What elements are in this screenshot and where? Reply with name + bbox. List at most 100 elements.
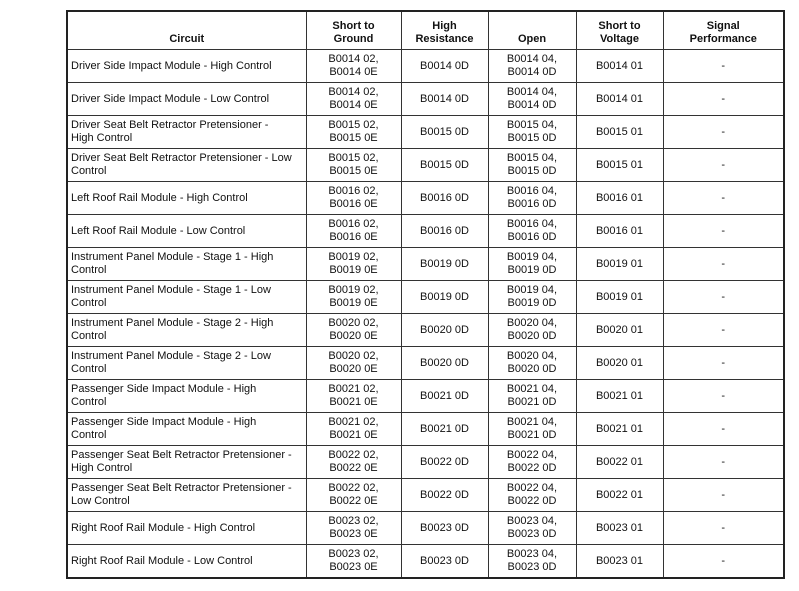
header-signal-performance: Signal Performance (662, 10, 785, 50)
table-row: Left Roof Rail Module - Low Control B0016… (66, 214, 785, 248)
table-row: Instrument Panel Module - Stage 2 - Low … (66, 346, 785, 380)
high-resistance-cell: B0016 0D (400, 181, 489, 215)
open-cell: B0019 04, B0019 0D (487, 280, 577, 314)
signal-performance-cell: - (662, 544, 785, 579)
table-row: Instrument Panel Module - Stage 1 - Low … (66, 280, 785, 314)
header-short-to-voltage: Short to Voltage (575, 10, 664, 50)
high-resistance-cell: B0016 0D (400, 214, 489, 248)
table-row: Driver Seat Belt Retractor Pretensioner … (66, 115, 785, 149)
table-row: Passenger Seat Belt Retractor Pretension… (66, 478, 785, 512)
high-resistance-cell: B0022 0D (400, 478, 489, 512)
short-to-ground-cell: B0022 02, B0022 0E (305, 445, 402, 479)
short-to-voltage-cell: B0022 01 (575, 445, 664, 479)
table-row: Instrument Panel Module - Stage 1 - High… (66, 247, 785, 281)
open-cell: B0015 04, B0015 0D (487, 148, 577, 182)
circuit-cell: Driver Seat Belt Retractor Pretensioner … (66, 148, 307, 182)
high-resistance-cell: B0014 0D (400, 49, 489, 83)
open-cell: B0016 04, B0016 0D (487, 181, 577, 215)
short-to-voltage-cell: B0016 01 (575, 214, 664, 248)
circuit-cell: Passenger Side Impact Module - High Cont… (66, 379, 307, 413)
circuit-cell: Passenger Seat Belt Retractor Pretension… (66, 478, 307, 512)
table-row: Passenger Seat Belt Retractor Pretension… (66, 445, 785, 479)
high-resistance-cell: B0014 0D (400, 82, 489, 116)
open-cell: B0016 04, B0016 0D (487, 214, 577, 248)
table-row: Instrument Panel Module - Stage 2 - High… (66, 313, 785, 347)
short-to-ground-cell: B0023 02, B0023 0E (305, 544, 402, 579)
signal-performance-cell: - (662, 478, 785, 512)
table-row: Driver Side Impact Module - High Control… (66, 49, 785, 83)
open-cell: B0015 04, B0015 0D (487, 115, 577, 149)
table-row: Passenger Side Impact Module - High Cont… (66, 379, 785, 413)
table-row: Passenger Side Impact Module - High Cont… (66, 412, 785, 446)
signal-performance-cell: - (662, 82, 785, 116)
short-to-voltage-cell: B0019 01 (575, 247, 664, 281)
high-resistance-cell: B0019 0D (400, 280, 489, 314)
signal-performance-cell: - (662, 412, 785, 446)
header-circuit: Circuit (66, 10, 307, 50)
high-resistance-cell: B0019 0D (400, 247, 489, 281)
table-row: Right Roof Rail Module - High Control B00… (66, 511, 785, 545)
open-cell: B0023 04, B0023 0D (487, 511, 577, 545)
high-resistance-cell: B0015 0D (400, 115, 489, 149)
short-to-voltage-cell: B0020 01 (575, 346, 664, 380)
short-to-ground-cell: B0021 02, B0021 0E (305, 379, 402, 413)
table-row: Left Roof Rail Module - High Control B001… (66, 181, 785, 215)
circuit-cell: Instrument Panel Module - Stage 1 - Low … (66, 280, 307, 314)
signal-performance-cell: - (662, 148, 785, 182)
open-cell: B0022 04, B0022 0D (487, 478, 577, 512)
short-to-ground-cell: B0014 02, B0014 0E (305, 82, 402, 116)
signal-performance-cell: - (662, 181, 785, 215)
open-cell: B0021 04, B0021 0D (487, 412, 577, 446)
signal-performance-cell: - (662, 445, 785, 479)
short-to-ground-cell: B0016 02, B0016 0E (305, 214, 402, 248)
table-body: Driver Side Impact Module - High Control… (66, 49, 785, 579)
circuit-cell: Left Roof Rail Module - High Control (66, 181, 307, 215)
circuit-cell: Instrument Panel Module - Stage 2 - High… (66, 313, 307, 347)
circuit-cell: Driver Seat Belt Retractor Pretensioner … (66, 115, 307, 149)
high-resistance-cell: B0023 0D (400, 511, 489, 545)
signal-performance-cell: - (662, 379, 785, 413)
table-row: Driver Seat Belt Retractor Pretensioner … (66, 148, 785, 182)
signal-performance-cell: - (662, 280, 785, 314)
short-to-ground-cell: B0019 02, B0019 0E (305, 280, 402, 314)
short-to-voltage-cell: B0021 01 (575, 379, 664, 413)
short-to-voltage-cell: B0016 01 (575, 181, 664, 215)
table-row: Right Roof Rail Module - Low Control B002… (66, 544, 785, 579)
signal-performance-cell: - (662, 49, 785, 83)
circuit-cell: Driver Side Impact Module - High Control (66, 49, 307, 83)
short-to-ground-cell: B0019 02, B0019 0E (305, 247, 402, 281)
circuit-cell: Right Roof Rail Module - Low Control (66, 544, 307, 579)
short-to-voltage-cell: B0019 01 (575, 280, 664, 314)
signal-performance-cell: - (662, 313, 785, 347)
signal-performance-cell: - (662, 346, 785, 380)
signal-performance-cell: - (662, 214, 785, 248)
open-cell: B0014 04, B0014 0D (487, 49, 577, 83)
short-to-voltage-cell: B0021 01 (575, 412, 664, 446)
high-resistance-cell: B0020 0D (400, 346, 489, 380)
open-cell: B0020 04, B0020 0D (487, 346, 577, 380)
short-to-voltage-cell: B0020 01 (575, 313, 664, 347)
short-to-ground-cell: B0020 02, B0020 0E (305, 313, 402, 347)
circuit-cell: Left Roof Rail Module - Low Control (66, 214, 307, 248)
table-row: Driver Side Impact Module - Low Control B… (66, 82, 785, 116)
open-cell: B0020 04, B0020 0D (487, 313, 577, 347)
high-resistance-cell: B0021 0D (400, 379, 489, 413)
short-to-ground-cell: B0021 02, B0021 0E (305, 412, 402, 446)
circuit-cell: Passenger Seat Belt Retractor Pretension… (66, 445, 307, 479)
short-to-ground-cell: B0016 02, B0016 0E (305, 181, 402, 215)
short-to-voltage-cell: B0015 01 (575, 115, 664, 149)
short-to-ground-cell: B0014 02, B0014 0E (305, 49, 402, 83)
signal-performance-cell: - (662, 247, 785, 281)
short-to-ground-cell: B0022 02, B0022 0E (305, 478, 402, 512)
short-to-voltage-cell: B0014 01 (575, 82, 664, 116)
high-resistance-cell: B0021 0D (400, 412, 489, 446)
high-resistance-cell: B0020 0D (400, 313, 489, 347)
short-to-voltage-cell: B0023 01 (575, 511, 664, 545)
signal-performance-cell: - (662, 511, 785, 545)
high-resistance-cell: B0023 0D (400, 544, 489, 579)
circuit-cell: Driver Side Impact Module - Low Control (66, 82, 307, 116)
header-short-to-ground: Short to Ground (305, 10, 402, 50)
open-cell: B0023 04, B0023 0D (487, 544, 577, 579)
open-cell: B0022 04, B0022 0D (487, 445, 577, 479)
header-high-resistance: High Resistance (400, 10, 489, 50)
